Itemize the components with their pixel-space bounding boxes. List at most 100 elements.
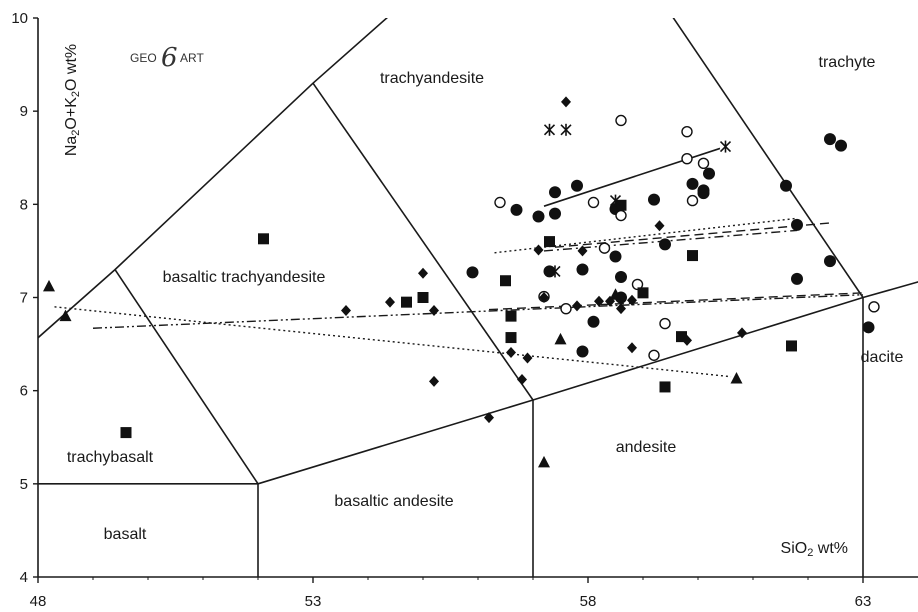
data-point-square-filled xyxy=(637,287,649,299)
logo-text-left: GEO xyxy=(130,51,157,65)
data-point-circle-open xyxy=(697,157,710,170)
data-point-diamond-filled xyxy=(506,346,516,358)
data-point-circle-filled xyxy=(549,207,561,220)
data-point-circle-open xyxy=(681,125,693,138)
data-point-square-filled xyxy=(500,275,511,287)
data-point-circle-open xyxy=(615,114,627,127)
label-basalt: basalt xyxy=(104,526,147,543)
x-tick-label: 48 xyxy=(30,593,47,610)
data-point-asterisk xyxy=(560,123,572,136)
x-tick-labels: 48 53 58 63 xyxy=(30,593,872,610)
data-point-circle-filled xyxy=(835,139,847,152)
data-point-circle-filled xyxy=(549,186,561,199)
data-point-circle-open xyxy=(560,302,572,315)
data-point-circle-open xyxy=(615,209,627,222)
field-boundary xyxy=(257,281,918,485)
logo: GEO 6 ART xyxy=(130,43,204,73)
field-boundary xyxy=(312,82,534,401)
data-points xyxy=(43,96,880,468)
data-point-circle-open xyxy=(868,301,880,313)
data-point-circle-filled xyxy=(466,266,479,279)
data-point-circle-filled xyxy=(648,193,660,206)
data-point-diamond-filled xyxy=(561,96,571,108)
data-point-circle-filled xyxy=(824,133,836,146)
plot-frame xyxy=(33,17,918,583)
data-point-diamond-filled xyxy=(539,292,549,303)
field-labels: trachyandesite trachyte basaltic trachya… xyxy=(67,54,904,543)
data-point-diamond-filled xyxy=(682,334,692,346)
data-point-square-filled xyxy=(676,331,687,343)
data-point-square-filled xyxy=(120,427,132,439)
logo-text-right: ART xyxy=(180,51,204,65)
data-point-circle-filled xyxy=(609,250,622,263)
label-dacite: dacite xyxy=(861,349,904,366)
data-point-square-filled xyxy=(258,233,269,245)
data-point-diamond-filled xyxy=(522,352,533,364)
field-boundary xyxy=(114,269,259,485)
data-point-diamond-filled xyxy=(627,294,637,306)
data-point-diamond-filled xyxy=(654,220,665,232)
label-andesite: andesite xyxy=(616,439,677,456)
data-point-circle-filled xyxy=(543,265,556,278)
data-point-circle-filled xyxy=(703,167,715,180)
field-boundary xyxy=(0,0,60,297)
data-point-asterisk xyxy=(543,123,556,136)
data-point-square-filled xyxy=(544,236,555,248)
trend-lines xyxy=(54,147,864,378)
label-trachyte: trachyte xyxy=(819,54,876,71)
data-point-circle-filled xyxy=(697,187,710,200)
data-point-circle-filled xyxy=(862,321,875,334)
data-point-square-filled xyxy=(786,340,797,352)
data-point-circle-filled xyxy=(571,179,583,192)
data-point-circle-open xyxy=(587,196,600,209)
data-point-circle-filled xyxy=(587,315,600,328)
data-point-circle-filled xyxy=(576,345,589,358)
data-point-triangle-filled xyxy=(538,455,550,468)
y-tick-labels: 4 5 6 7 8 9 10 xyxy=(11,10,28,586)
data-point-diamond-filled xyxy=(572,300,582,312)
data-point-circle-filled xyxy=(686,177,699,190)
x-tick-label: 53 xyxy=(305,593,322,610)
data-point-diamond-filled xyxy=(429,305,439,317)
data-point-circle-open xyxy=(648,349,660,361)
y-tick-label: 5 xyxy=(20,476,28,493)
trend-line-dashed xyxy=(554,222,831,248)
y-tick-label: 8 xyxy=(20,196,28,213)
data-point-diamond-filled xyxy=(484,412,494,424)
data-point-circle-filled xyxy=(510,203,523,216)
trend-line-dashed xyxy=(488,292,864,311)
data-point-circle-open xyxy=(659,317,671,330)
field-boundary xyxy=(672,18,864,298)
trend-line-dashdotdot xyxy=(92,294,864,329)
data-point-diamond-filled xyxy=(517,373,527,385)
data-point-triangle-filled xyxy=(554,332,567,345)
y-tick-label: 10 xyxy=(11,10,28,27)
data-point-circle-open xyxy=(494,196,506,209)
data-point-diamond-filled xyxy=(418,267,428,279)
data-point-diamond-filled xyxy=(341,305,351,317)
data-point-square-filled xyxy=(401,296,412,308)
data-point-circle-filled xyxy=(780,179,792,192)
label-basaltic-andesite: basaltic andesite xyxy=(334,493,453,510)
data-point-circle-open xyxy=(686,194,699,207)
x-axis-label: SiO2 wt% xyxy=(781,540,848,559)
data-point-square-filled xyxy=(505,332,517,344)
y-axis-label: Na2O+K2O wt% xyxy=(63,44,82,156)
label-basaltic-trachyandesite: basaltic trachyandesite xyxy=(163,269,326,286)
data-point-triangle-filled xyxy=(43,279,55,292)
field-boundary xyxy=(38,18,388,339)
data-point-asterisk xyxy=(719,140,732,153)
data-point-circle-filled xyxy=(576,263,589,276)
data-point-triangle-filled xyxy=(609,288,622,300)
x-tick-label: 63 xyxy=(855,593,872,610)
field-boundaries xyxy=(0,0,918,577)
data-point-circle-filled xyxy=(615,271,627,284)
x-tick-label: 58 xyxy=(580,593,597,610)
data-point-asterisk xyxy=(549,265,561,278)
data-point-square-filled xyxy=(615,199,627,211)
y-tick-label: 7 xyxy=(20,290,28,307)
data-point-diamond-filled xyxy=(627,342,637,354)
label-trachyandesite: trachyandesite xyxy=(380,70,484,87)
data-point-diamond-filled xyxy=(533,244,544,256)
